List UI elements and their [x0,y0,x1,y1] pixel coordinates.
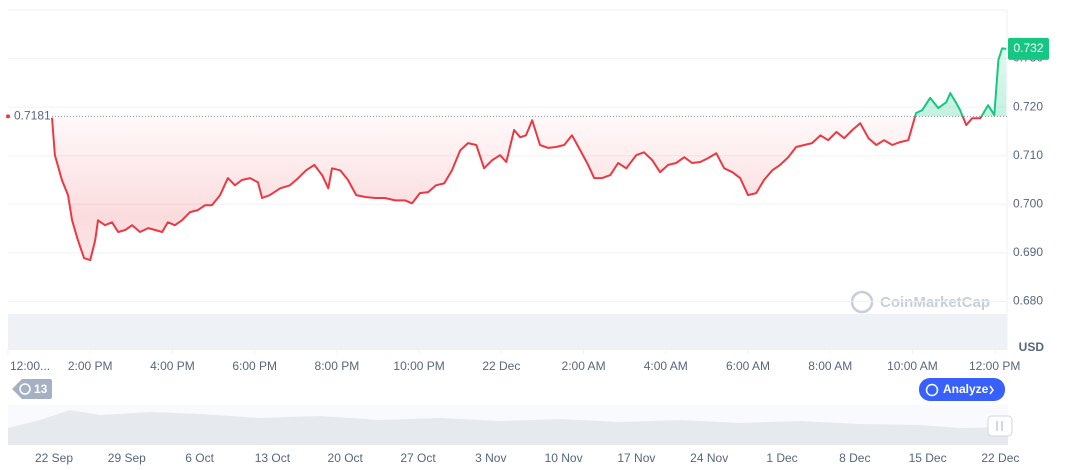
navigator-date: 13 Oct [255,451,291,465]
x-tick-label: 8:00 PM [315,359,360,373]
x-tick-label: 2:00 PM [68,359,113,373]
current-price-label: 0.732 [1013,41,1043,55]
navigator-date: 29 Sep [108,451,146,465]
volume-band [8,314,1007,350]
navigator-date: 22 Sep [35,451,73,465]
x-tick-label: 12:00... [10,359,50,373]
x-tick-label: 6:00 AM [726,359,770,373]
y-tick-label: 0.720 [1013,99,1043,113]
y-tick-label: 0.690 [1013,245,1043,259]
x-tick-label: 4:00 PM [150,359,195,373]
analyze-label: Analyze [943,382,989,396]
y-tick-label: 0.680 [1013,294,1043,308]
navigator[interactable] [8,405,1013,445]
navigator-date: 15 Dec [909,451,947,465]
x-tick-label: 4:00 AM [644,359,688,373]
area-fill [51,48,1007,261]
navigator-date: 27 Oct [400,451,436,465]
navigator-date: 10 Nov [545,451,583,465]
x-tick-label: 2:00 AM [562,359,606,373]
navigator-date: 8 Dec [839,451,870,465]
baseline-label: 0.7181 [14,109,51,123]
navigator-date: 1 Dec [766,451,797,465]
navigator-date: 24 Nov [690,451,728,465]
currency-label: USD [1019,340,1045,354]
y-tick-label: 0.710 [1013,148,1043,162]
navigator-date: 6 Oct [185,451,214,465]
current-price-tag [1008,37,1049,60]
price-line [51,47,1007,262]
navigator-date: 3 Nov [475,451,506,465]
navigator-date: 20 Oct [328,451,364,465]
baseline-dot [6,114,10,119]
events-count: 13 [34,382,48,396]
x-tick-label: 10:00 PM [393,359,444,373]
y-tick-label: 0.700 [1013,196,1043,210]
navigator-date: 17 Nov [617,451,655,465]
x-tick-label: 12:00 PM [969,359,1020,373]
analyze-button[interactable]: Analyze [919,378,1005,401]
x-tick-label: 10:00 AM [887,359,938,373]
events-badge[interactable]: 13 [12,379,52,399]
x-tick-label: 22 Dec [482,359,520,373]
x-tick-label: 8:00 AM [808,359,852,373]
watermark-text: CoinMarketCap [880,294,990,311]
watermark: CoinMarketCap [850,290,990,314]
navigator-date: 22 Dec [981,451,1019,465]
x-tick-label: 6:00 PM [232,359,277,373]
